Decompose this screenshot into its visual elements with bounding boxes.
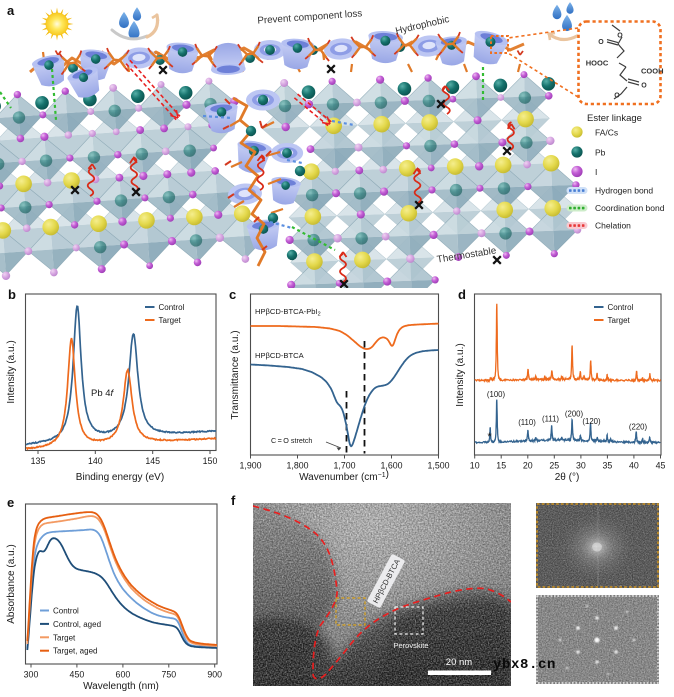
svg-text:C = O stretch: C = O stretch (271, 436, 312, 445)
svg-text:45: 45 (656, 461, 666, 471)
svg-text:Target: Target (608, 316, 631, 325)
svg-text:Absorbance (a.u.): Absorbance (a.u.) (6, 544, 17, 624)
svg-text:30: 30 (576, 461, 586, 471)
svg-text:2θ (°): 2θ (°) (555, 472, 580, 483)
svg-text:1,600: 1,600 (380, 461, 402, 471)
svg-text:Ester linkage: Ester linkage (587, 113, 642, 124)
svg-text:10: 10 (470, 461, 480, 471)
svg-text:1,800: 1,800 (286, 461, 308, 471)
svg-text:35: 35 (603, 461, 613, 471)
svg-text:Binding energy (eV): Binding energy (eV) (76, 472, 164, 483)
svg-text:(110): (110) (518, 418, 536, 427)
svg-text:(220): (220) (629, 423, 648, 432)
svg-text:Chelation: Chelation (595, 221, 631, 231)
svg-text:750: 750 (161, 670, 176, 680)
svg-text:(200): (200) (565, 410, 584, 419)
svg-text:(120): (120) (582, 417, 601, 426)
svg-text:145: 145 (145, 456, 160, 466)
svg-text:1,700: 1,700 (333, 461, 355, 471)
svg-text:(100): (100) (487, 390, 506, 399)
svg-text:HPβCD-BTCA: HPβCD-BTCA (255, 351, 305, 360)
svg-text:Control: Control (53, 607, 79, 616)
svg-text:HOOC: HOOC (586, 59, 609, 68)
svg-text:25: 25 (549, 461, 559, 471)
svg-text:Transmittance (a.u.): Transmittance (a.u.) (230, 330, 241, 419)
svg-text:Target, aged: Target, aged (53, 647, 97, 656)
svg-text:Pb 4f: Pb 4f (91, 388, 115, 399)
svg-text:300: 300 (24, 670, 39, 680)
svg-text:O: O (617, 33, 623, 40)
svg-text:*: * (487, 431, 492, 443)
svg-text:Control: Control (159, 303, 185, 312)
svg-text:Wavelength (nm): Wavelength (nm) (83, 681, 159, 692)
svg-text:Intensity (a.u.): Intensity (a.u.) (6, 340, 17, 403)
svg-text:900: 900 (207, 670, 222, 680)
svg-text:Perovskite: Perovskite (393, 641, 428, 650)
svg-text:150: 150 (203, 456, 218, 466)
svg-text:O: O (641, 83, 647, 90)
svg-text:20 nm: 20 nm (446, 657, 472, 668)
svg-text:Intensity (a.u.): Intensity (a.u.) (455, 343, 466, 406)
svg-text:Target: Target (53, 633, 76, 642)
svg-text:O: O (598, 39, 604, 46)
svg-text:Wavenumber (cm−1): Wavenumber (cm−1) (299, 469, 389, 483)
svg-text:FA/Cs: FA/Cs (595, 128, 618, 138)
svg-text:Control, aged: Control, aged (53, 620, 101, 629)
svg-text:Pb: Pb (595, 148, 606, 158)
svg-text:15: 15 (496, 461, 506, 471)
svg-text:20: 20 (523, 461, 533, 471)
svg-text:I: I (595, 167, 597, 177)
svg-text:135: 135 (31, 456, 46, 466)
svg-text:COOH: COOH (641, 67, 664, 76)
svg-text:40: 40 (629, 461, 639, 471)
svg-text:Coordination bond: Coordination bond (595, 203, 665, 213)
svg-text:Control: Control (608, 303, 634, 312)
svg-text:600: 600 (116, 670, 131, 680)
svg-text:Hydrogen bond: Hydrogen bond (595, 186, 653, 196)
svg-text:450: 450 (70, 670, 85, 680)
svg-text:1,900: 1,900 (239, 461, 261, 471)
svg-text:HPβCD-BTCA-PbI2: HPβCD-BTCA-PbI2 (255, 307, 321, 318)
svg-text:O: O (614, 93, 620, 100)
svg-text:1,500: 1,500 (427, 461, 449, 471)
svg-text:140: 140 (88, 456, 103, 466)
svg-text:Target: Target (159, 316, 182, 325)
svg-text:(111): (111) (542, 415, 559, 424)
